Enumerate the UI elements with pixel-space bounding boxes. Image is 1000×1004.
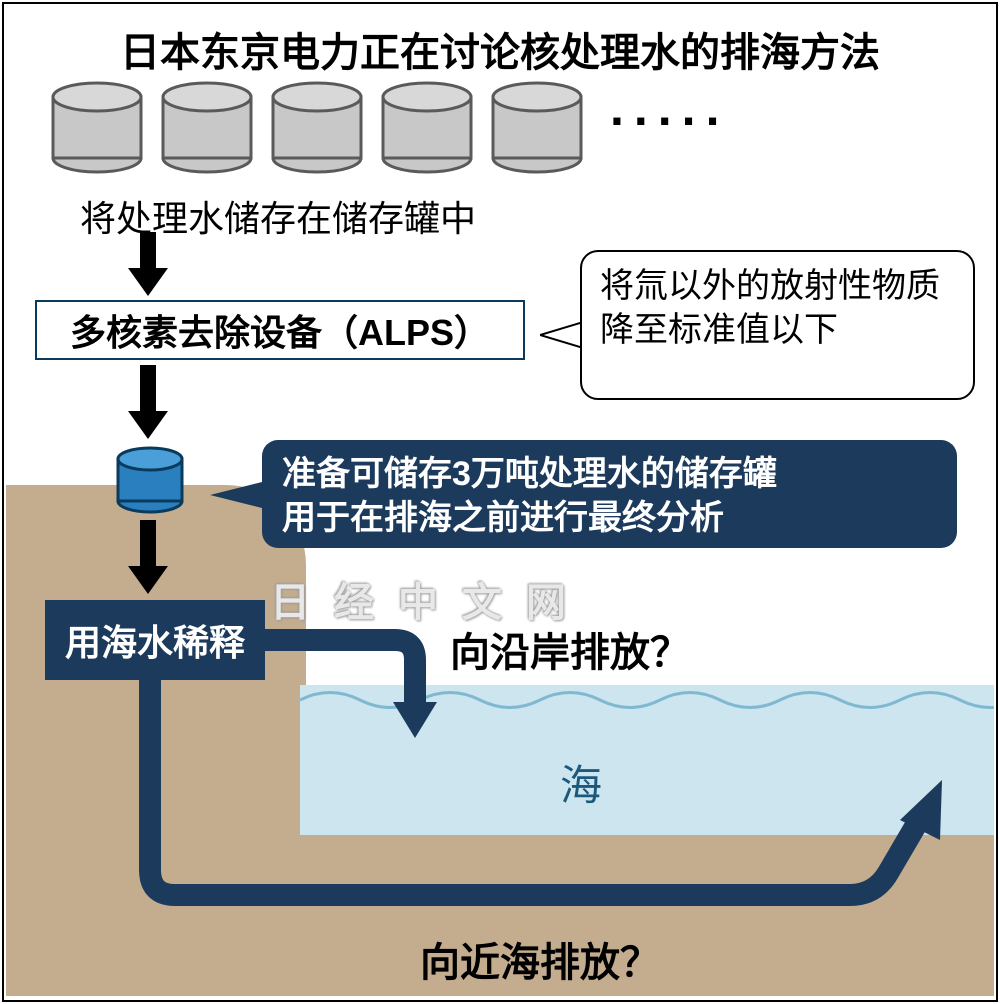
- watermark: 日经中文网: [270, 570, 590, 628]
- alps-box: 多核素去除设备（ALPS）: [35, 300, 525, 360]
- dilute-box: 用海水稀释: [45, 600, 265, 680]
- tank-icon: [270, 80, 365, 175]
- tank-icon: [50, 80, 145, 175]
- blue-callout: 准备可储存3万吨处理水的储存罐 用于在排海之前进行最终分析: [262, 440, 957, 548]
- storage-tanks-row: .....: [50, 80, 729, 175]
- arrow-down-icon: [128, 365, 168, 440]
- diagram-title: 日本东京电力正在讨论核处理水的排海方法: [0, 20, 1000, 78]
- callout-tail-icon: [210, 480, 270, 510]
- question-coastal: 向沿岸排放？: [450, 620, 690, 678]
- speech-bubble: 将氚以外的放射性物质降至标准值以下: [580, 250, 975, 400]
- blue-tank-icon: [115, 445, 185, 515]
- tank-icon: [160, 80, 255, 175]
- arrow-down-icon: [128, 520, 168, 595]
- arrow-offshore-icon: [130, 680, 960, 930]
- question-offshore: 向近海排放？: [420, 930, 660, 988]
- callout-line1: 准备可储存3万吨处理水的储存罐: [282, 452, 937, 496]
- ellipsis-icon: .....: [610, 79, 729, 137]
- tank-icon: [490, 80, 585, 175]
- tank-icon: [380, 80, 475, 175]
- blue-tank: [115, 445, 185, 520]
- arrow-down-icon: [128, 232, 168, 297]
- callout-line2: 用于在排海之前进行最终分析: [282, 496, 937, 540]
